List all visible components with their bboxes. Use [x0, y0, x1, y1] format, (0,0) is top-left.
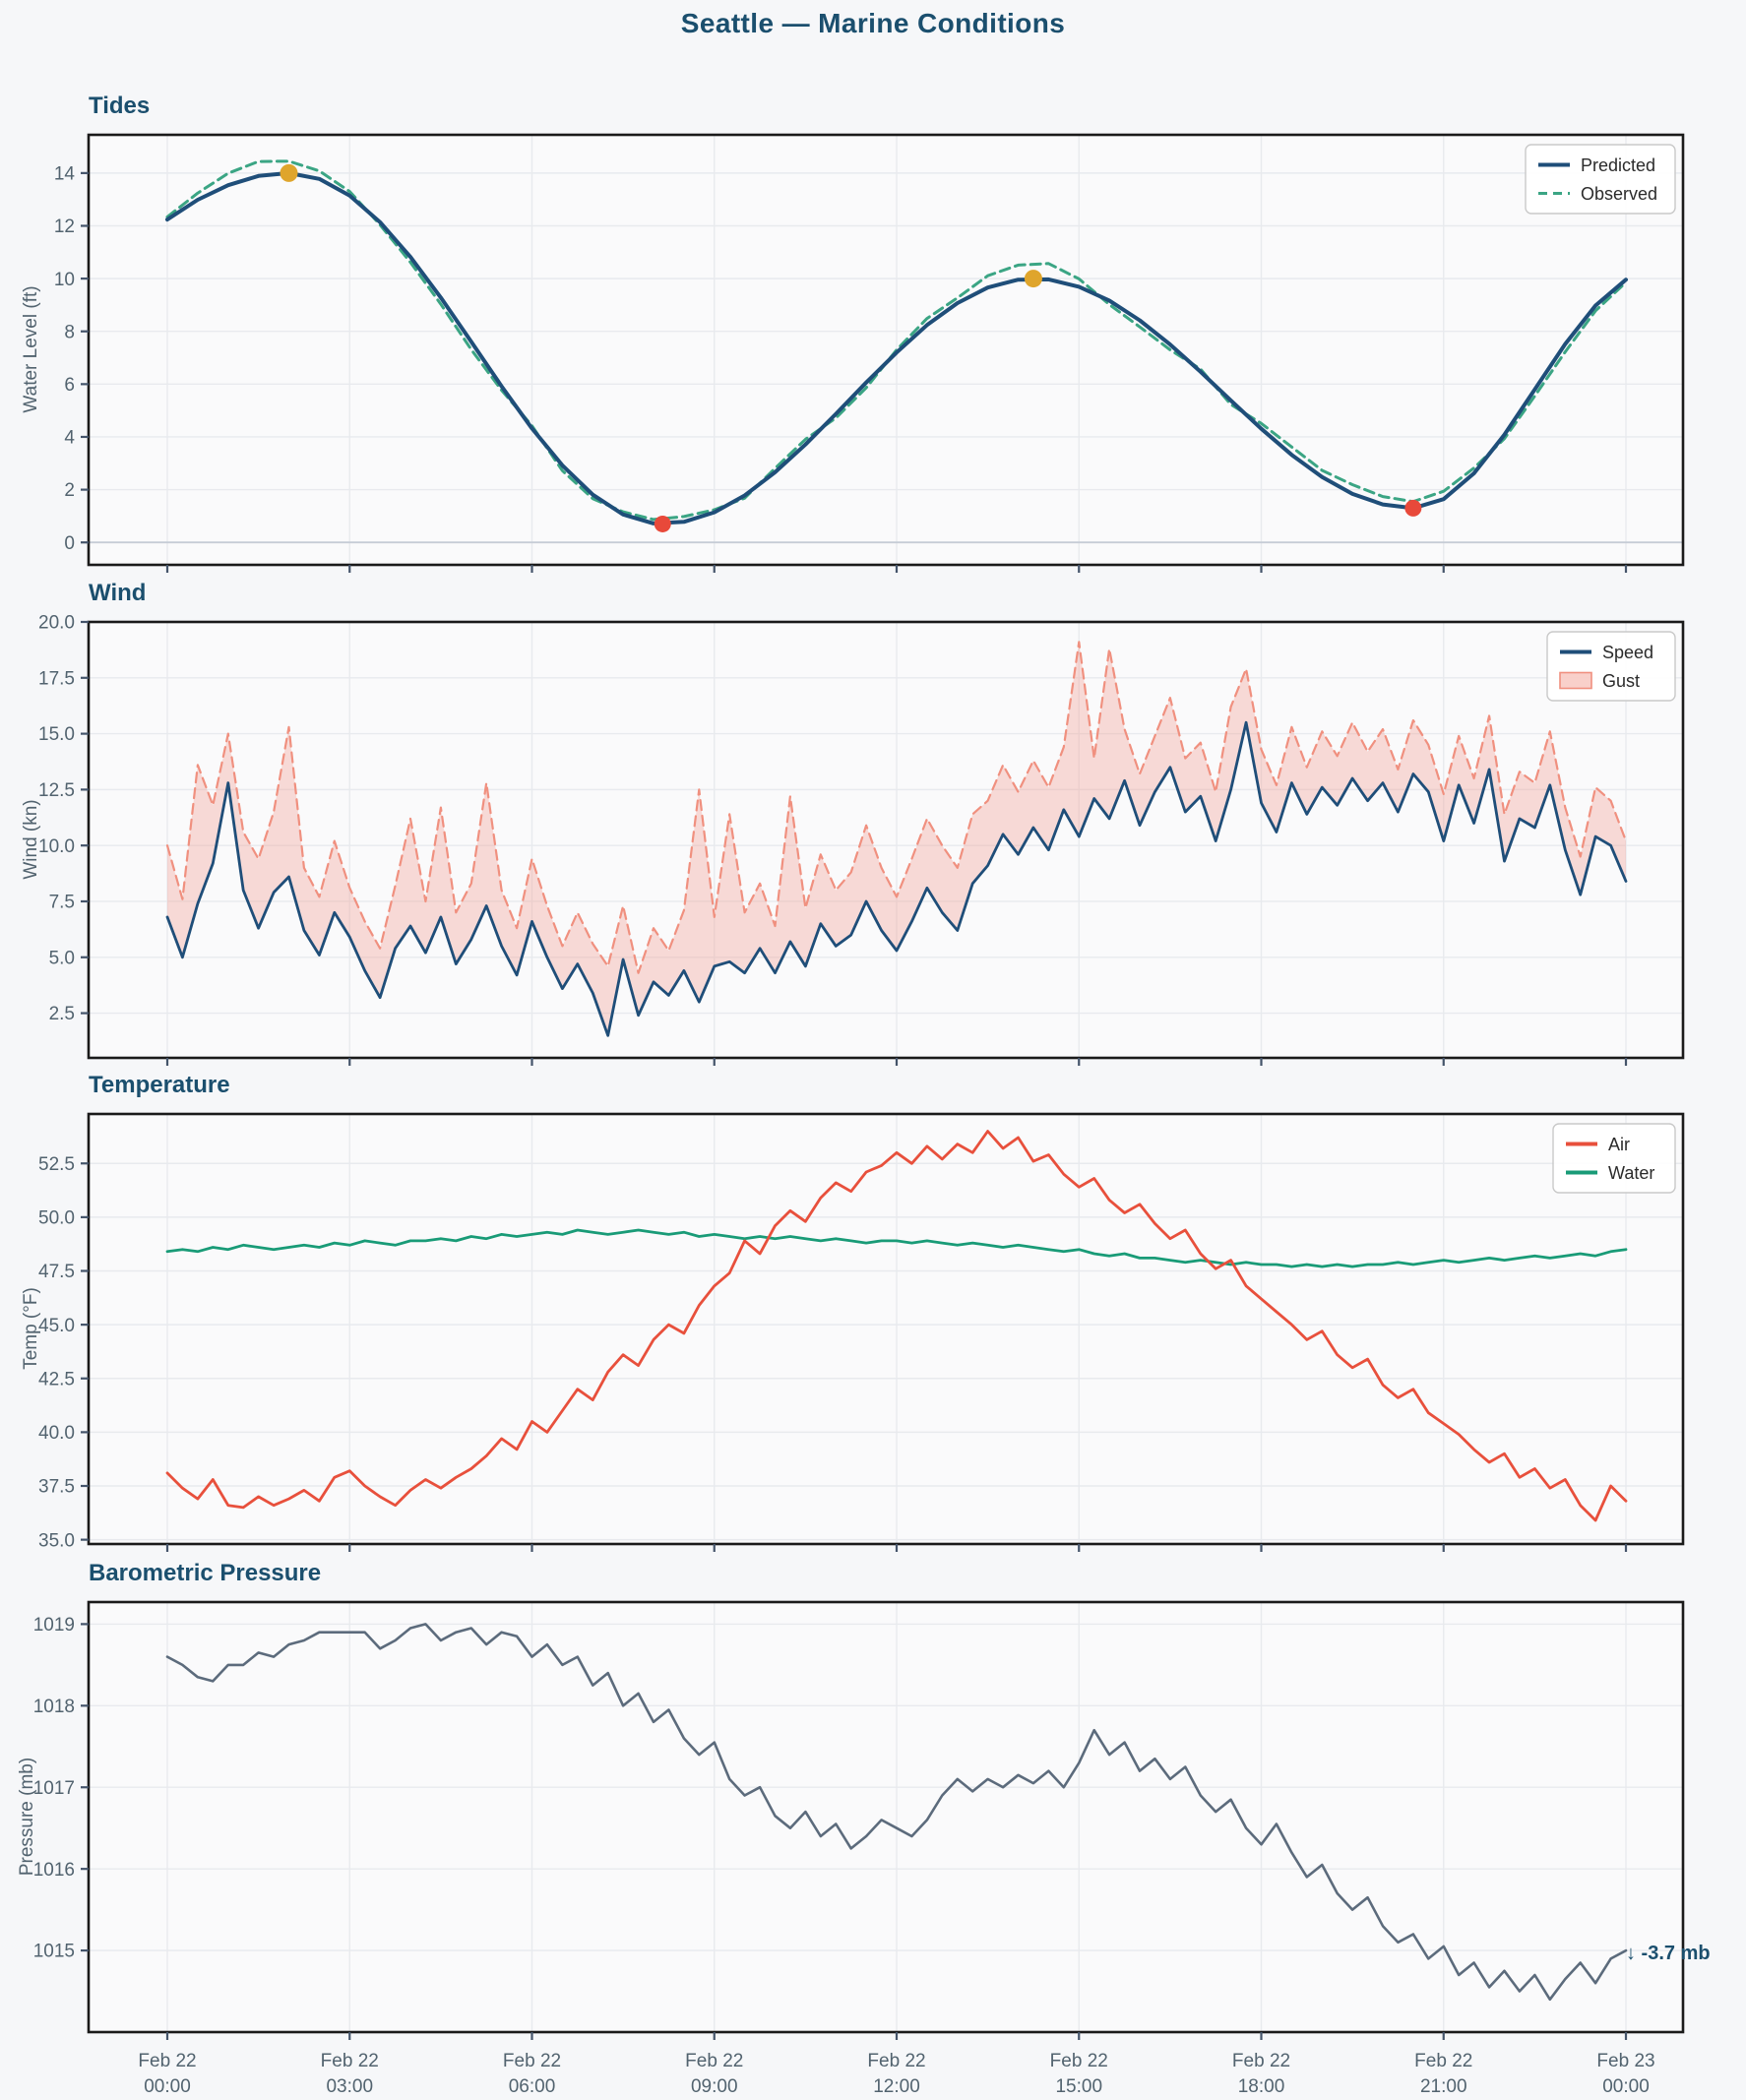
wind-panel-title: Wind [89, 580, 147, 606]
y-tick-label: 7.5 [49, 893, 75, 913]
pressure-panel: 1015 1016 1017 1018 1019 [33, 1600, 1685, 2040]
y-tick-label: 12.5 [38, 780, 75, 801]
legend-box [1525, 144, 1676, 215]
y-tick-label: 20.0 [38, 613, 75, 634]
temperature-legend: Air Water [1552, 1123, 1676, 1194]
y-tick-label: 17.5 [38, 668, 75, 689]
y-tick-label: 1016 [33, 1860, 75, 1881]
page-title: Seattle — Marine Conditions [680, 8, 1066, 38]
x-tick-label: Feb 22 09:00 [685, 2051, 744, 2097]
tides-y-axis-label: Water Level (ft) [21, 285, 41, 413]
y-tick-label: 0 [64, 533, 75, 554]
legend-box [1552, 1123, 1676, 1194]
y-tick-label: 5.0 [49, 948, 75, 968]
x-tick-label: Feb 22 12:00 [867, 2051, 926, 2097]
legend-label: Water [1608, 1163, 1654, 1183]
tides-series-predicted [165, 170, 1628, 525]
y-tick-label: 10.0 [38, 836, 75, 857]
wind-panel: 2.5 5.0 7.5 10.0 12.5 15.0 17.5 20.0 Speed Gust [38, 613, 1685, 1066]
pressure-y-axis-label: Pressure (mb) [17, 1757, 37, 1877]
y-tick-label: 47.5 [38, 1262, 75, 1282]
y-tick-label: 10 [54, 270, 75, 290]
y-tick-label: 40.0 [38, 1423, 75, 1444]
low-tide-marker [1404, 499, 1422, 517]
tides-panel: 0 2 4 6 8 10 12 14 Predicted Observed [54, 133, 1685, 573]
y-tick-label: 1019 [33, 1615, 75, 1636]
legend-patch-swatch [1559, 671, 1592, 690]
tides-plot-area [89, 135, 1683, 565]
y-tick-label: 2 [64, 480, 75, 501]
x-tick-label: Feb 22 06:00 [502, 2051, 562, 2097]
pressure-series-pressure [165, 1623, 1628, 2002]
high-tide-marker [1024, 270, 1042, 288]
y-tick-label: 37.5 [38, 1477, 75, 1498]
y-tick-label: 52.5 [38, 1154, 75, 1175]
temperature-y-axis-label: Temp (°F) [21, 1287, 41, 1370]
pressure-axes-frame [87, 1600, 1685, 2034]
tides-panel-title: Tides [89, 93, 151, 119]
y-tick-label: 6 [64, 375, 75, 396]
temperature-series-air [165, 1130, 1628, 1522]
wind-plot-area [89, 622, 1683, 1058]
legend-label: Gust [1602, 671, 1640, 691]
wind-legend: Speed Gust [1546, 631, 1676, 702]
low-tide-marker [654, 515, 671, 532]
tides-series-observed [165, 159, 1628, 522]
y-tick-label: 14 [54, 164, 76, 185]
wind-series-speed [165, 720, 1628, 1037]
y-tick-label: 45.0 [38, 1316, 75, 1336]
legend-box [1546, 631, 1676, 702]
y-tick-label: 42.5 [38, 1369, 75, 1390]
wind-axes-frame [87, 620, 1685, 1060]
y-tick-label: 12 [54, 216, 75, 237]
y-tick-label: 35.0 [38, 1530, 75, 1551]
x-tick-label: Feb 22 00:00 [138, 2051, 197, 2097]
y-tick-label: 8 [64, 322, 75, 342]
temperature-axes-frame [87, 1112, 1685, 1546]
high-tide-marker [280, 163, 298, 182]
y-tick-label: 2.5 [49, 1004, 75, 1024]
x-tick-label: Feb 22 15:00 [1049, 2051, 1108, 2097]
pressure-drop-annotation: ↓ -3.7 mb [1626, 1943, 1711, 1964]
legend-label: Air [1608, 1135, 1630, 1154]
x-tick-label: Feb 22 18:00 [1231, 2051, 1291, 2097]
y-tick-label: 1017 [33, 1778, 75, 1799]
y-tick-label: 4 [64, 428, 75, 449]
tides-legend: Predicted Observed [1525, 144, 1676, 215]
tides-axes-frame [87, 133, 1685, 567]
legend-label: Observed [1581, 184, 1657, 204]
pressure-panel-title: Barometric Pressure [89, 1560, 322, 1586]
pressure-plot-area [89, 1602, 1683, 2032]
x-tick-label: Feb 22 03:00 [320, 2051, 379, 2097]
temperature-panel: 35.0 37.5 40.0 42.5 45.0 47.5 50.0 52.5 Air Water [38, 1112, 1685, 1552]
legend-label: Predicted [1581, 155, 1655, 175]
x-tick-label: Feb 22 21:00 [1414, 2051, 1473, 2097]
y-tick-label: 1018 [33, 1697, 75, 1717]
wind-series-gust [165, 641, 1628, 974]
legend-label: Speed [1602, 643, 1653, 662]
y-tick-label: 15.0 [38, 724, 75, 745]
temperature-series-water [165, 1228, 1628, 1268]
wind-y-axis-label: Wind (kn) [21, 799, 41, 880]
x-tick-label: Feb 23 00:00 [1596, 2051, 1655, 2097]
y-tick-label: 1015 [33, 1942, 75, 1962]
y-tick-label: 50.0 [38, 1208, 75, 1229]
temperature-plot-area [89, 1114, 1683, 1544]
temperature-panel-title: Temperature [89, 1072, 230, 1098]
